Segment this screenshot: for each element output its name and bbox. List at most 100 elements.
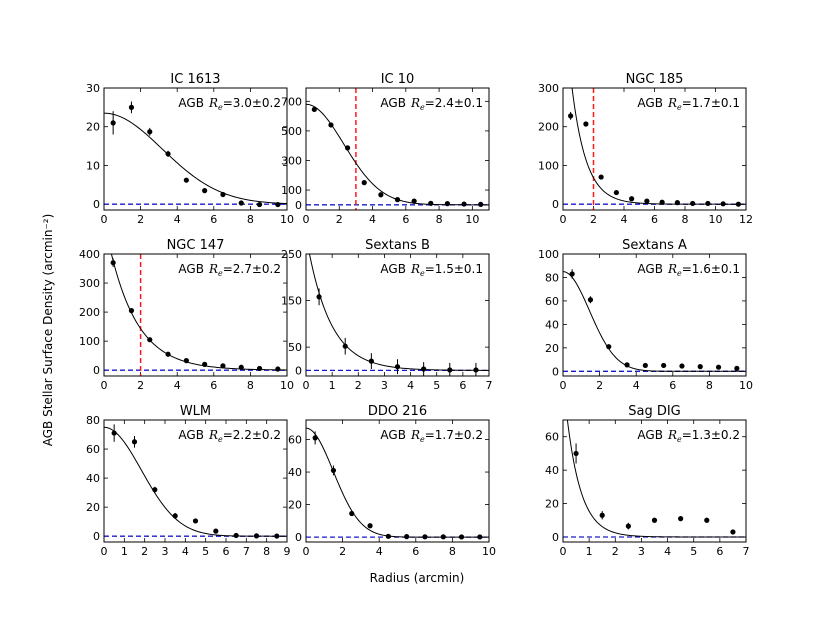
panel-5-fit-curve [563, 271, 746, 372]
panel-2-data-point [659, 199, 665, 205]
panel-6-title: WLM [180, 404, 211, 419]
panel-1-plot-area [306, 88, 489, 210]
panel-2-data-point [613, 189, 619, 196]
panel-4-xtick-label: 7 [486, 379, 493, 392]
panel-2-data-point [629, 196, 635, 202]
panel-2-data-point [674, 200, 680, 206]
panel-1-xtick-label: 8 [436, 213, 443, 226]
panel-6-annotation: AGB Re=2.2±0.2 [178, 428, 281, 444]
panel-3-data-point [275, 366, 281, 372]
panel-7: DDO 216 0 2 4 6 8 10 0 20 40 60 AGB Re=1.7±0.2 [288, 404, 496, 558]
panel-4-xtick-label: 2 [355, 379, 362, 392]
panel-5-frame [562, 253, 747, 377]
panel-7-data-point [422, 534, 428, 540]
panel-7-annotation: AGB Re=1.7±0.2 [380, 428, 483, 444]
panel-8-data-point [704, 517, 710, 523]
panel-1-annotation-symbol: R [410, 96, 420, 110]
panel-5-data-point [587, 297, 594, 303]
panel-8-ytick-label: 20 [545, 498, 559, 511]
panel-8-xtick-label: 4 [664, 545, 671, 558]
panel-6-data-point [213, 528, 219, 534]
panel-1-data-point [461, 201, 467, 207]
panel-4-data-point [421, 366, 427, 372]
panel-7-data-point [312, 435, 318, 441]
panel-3-data-point [128, 308, 135, 314]
panel-3-fit-curve [110, 254, 287, 371]
panel-2-ytick-label: 200 [538, 121, 559, 134]
panel-0-xtick-label: 2 [137, 213, 144, 226]
panel-0-data-point [110, 120, 116, 126]
panel-0-data-point [165, 151, 171, 157]
panel-0-xtick-label: 6 [210, 213, 217, 226]
panel-2-xtick-label: 2 [590, 213, 597, 226]
panel-6-data-point [131, 439, 138, 445]
panel-7-ytick-label: 20 [288, 499, 302, 512]
panel-6-plot-area [104, 424, 287, 539]
panel-0-ytick-label: 0 [93, 198, 100, 211]
panel-2-xtick-label: 4 [621, 213, 628, 226]
panel-4-data-point [447, 367, 453, 373]
panel-0-data-point [202, 188, 208, 194]
panel-4-xtick-label: 5 [433, 379, 440, 392]
panel-0-annotation-prefix: AGB [178, 96, 204, 110]
panel-4-ytick-label: 50 [288, 341, 302, 354]
panel-0-plot-area [104, 101, 287, 208]
panel-2-data-point [583, 121, 589, 127]
panel-0-annotation-sub: e [218, 103, 223, 112]
panel-4-annotation-sub: e [420, 269, 425, 278]
panel-1-data-point [311, 106, 317, 113]
panel-8-annotation-value: =1.3±0.2 [682, 428, 740, 442]
panel-4-annotation-prefix: AGB [380, 262, 406, 276]
panel-8-data-point [730, 529, 736, 535]
panel-1-xtick-label: 10 [465, 213, 479, 226]
panel-8-plot-area [563, 420, 746, 538]
panel-7-data-point [349, 510, 355, 517]
panel-8-data-point [625, 523, 631, 529]
panel-0-ytick-label: 10 [86, 159, 100, 172]
figure-ylabel: AGB Stellar Surface Density (arcmin⁻²) [41, 214, 55, 447]
panel-0-xtick-label: 4 [174, 213, 181, 226]
panel-6-frame [103, 419, 288, 543]
panel-3-xtick-label: 4 [174, 379, 181, 392]
panel-5-ytick-label: 60 [545, 295, 559, 308]
panel-1-annotation: AGB Re=2.4±0.1 [380, 96, 483, 112]
panel-5-data-point [642, 362, 648, 369]
panel-1-annotation-sub: e [420, 103, 425, 112]
panel-2-data-point [598, 174, 604, 180]
panel-7-title: DDO 216 [368, 404, 427, 419]
panel-2-data-point [735, 201, 741, 207]
panel-0-frame [103, 87, 288, 211]
panel-5-xtick-label: 10 [739, 379, 753, 392]
panel-0-annotation-value: =3.0±0.2 [223, 96, 281, 110]
panel-8-ytick-label: 60 [545, 431, 559, 444]
panel-4-annotation: AGB Re=1.5±0.1 [380, 262, 483, 278]
panel-7-xtick-label: 4 [376, 545, 383, 558]
panel-8-annotation-symbol: R [667, 428, 677, 442]
panel-3-data-point [256, 365, 263, 372]
panel-5-xtick-label: 2 [596, 379, 603, 392]
panel-8-data-point [573, 450, 579, 457]
panel-7-ytick-label: 0 [295, 531, 302, 544]
panel-5-data-point [734, 365, 740, 371]
panel-8-xtick-label: 2 [612, 545, 619, 558]
panel-5-data-point [715, 364, 722, 370]
panel-0-data-point [147, 129, 153, 135]
panel-6-annotation-sub: e [218, 435, 223, 444]
panel-6-data-point [111, 430, 117, 436]
panel-7-data-point [477, 534, 483, 540]
panel-1-data-point [394, 197, 401, 203]
panel-1-data-point [361, 180, 367, 186]
panel-7-data-point [458, 534, 465, 540]
panel-5-data-point [624, 362, 630, 368]
panel-5-annotation-value: =1.6±0.1 [682, 262, 740, 276]
panel-2-annotation-value: =1.7±0.1 [682, 96, 740, 110]
panel-6-xtick-label: 6 [223, 545, 230, 558]
panel-4-xtick-label: 6 [459, 379, 466, 392]
panel-4-data-point [316, 294, 322, 300]
panel-1-data-point [444, 201, 451, 207]
panel-1-ytick-label: 500 [281, 125, 302, 138]
panel-2-xtick-label: 8 [682, 213, 689, 226]
panel-6-ytick-label: 0 [93, 530, 100, 543]
panel-3-xtick-label: 2 [137, 379, 144, 392]
